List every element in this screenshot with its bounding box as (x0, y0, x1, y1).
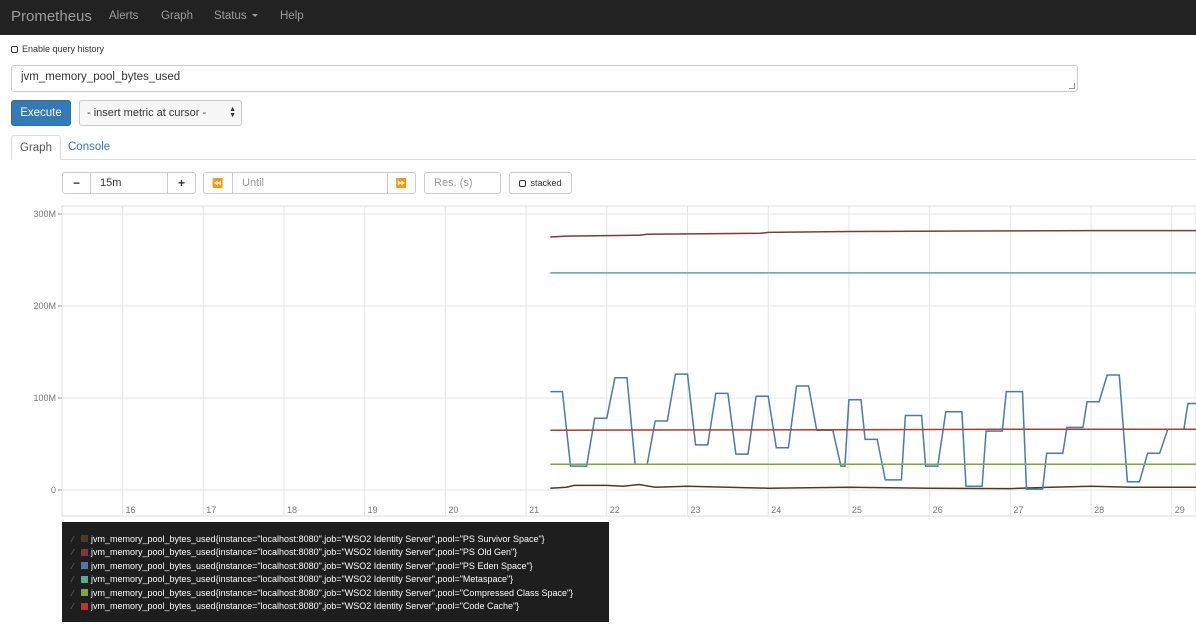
drag-handle-icon (70, 562, 80, 569)
x-tick-label: 24 (771, 505, 781, 515)
brand-logo-text[interactable]: Prometheus (11, 8, 92, 25)
chart-legend: jvm_memory_pool_bytes_used{instance="loc… (62, 522, 609, 622)
x-tick-label: 17 (206, 505, 216, 515)
y-tick-label: 100M (33, 393, 56, 403)
y-tick-label: 200M (33, 301, 56, 311)
legend-label: jvm_memory_pool_bytes_used{instance="loc… (91, 547, 518, 558)
legend-item[interactable]: jvm_memory_pool_bytes_used{instance="loc… (70, 573, 603, 587)
range-input[interactable]: 15m (90, 172, 168, 194)
chevron-down-icon (251, 14, 258, 18)
graph-chart[interactable]: 0 100M 200M 300M 16 17 18 19 20 21 22 23 24 25 26 27 28 2… (0, 200, 1196, 520)
drag-handle-icon (70, 549, 80, 556)
series-line-1[interactable] (550, 229, 1196, 238)
x-tick-label: 26 (933, 505, 943, 515)
y-tick-label: 300M (33, 209, 56, 219)
legend-swatch (81, 602, 88, 610)
x-tick-label: 23 (691, 505, 701, 515)
nav-status[interactable]: Status (214, 10, 258, 22)
range-decrease-button[interactable]: − (62, 172, 91, 194)
nav-graph[interactable]: Graph (161, 10, 193, 22)
fast-forward-icon[interactable]: ⏩ (387, 172, 416, 194)
query-history-label: Enable query history (22, 44, 105, 54)
select-arrows-icon: ▲ ▼ (229, 106, 236, 119)
legend-item[interactable]: jvm_memory_pool_bytes_used{instance="loc… (70, 532, 603, 546)
legend-swatch (81, 589, 88, 597)
chart-axes: 0 100M 200M 300M 16 17 18 19 20 21 22 23 24 25 26 27 28 2… (33, 209, 1184, 515)
range-increase-button[interactable]: + (167, 172, 196, 194)
series-line-0[interactable] (550, 483, 1196, 490)
chart-series (550, 229, 1196, 490)
nav-alerts[interactable]: Alerts (109, 10, 139, 22)
plot-frame (61, 205, 1196, 517)
legend-item[interactable]: jvm_memory_pool_bytes_used{instance="loc… (70, 586, 603, 600)
series-line-5[interactable] (550, 428, 1196, 431)
x-tick-label: 29 (1175, 505, 1185, 515)
x-tick-label: 19 (368, 505, 378, 515)
legend-label: jvm_memory_pool_bytes_used{instance="loc… (91, 574, 514, 585)
legend-item[interactable]: jvm_memory_pool_bytes_used{instance="loc… (70, 559, 603, 573)
tab-console[interactable]: Console (68, 141, 111, 153)
nav-status-label: Status (214, 10, 247, 22)
legend-swatch (81, 535, 88, 543)
x-tick-label: 22 (610, 505, 620, 515)
x-tick-label: 20 (448, 505, 458, 515)
legend-label: jvm_memory_pool_bytes_used{instance="loc… (91, 587, 574, 598)
x-tick-label: 27 (1013, 505, 1023, 515)
drag-handle-icon (70, 535, 80, 542)
tabs-divider (11, 159, 1196, 160)
resolution-input[interactable]: Res. (s) (424, 172, 501, 194)
expression-value: jvm_memory_pool_bytes_used (21, 71, 181, 83)
top-navbar: Prometheus Alerts Graph Status Help (0, 0, 1196, 35)
until-input[interactable]: Until (232, 172, 388, 194)
x-tick-label: 21 (529, 505, 539, 515)
drag-handle-icon (70, 576, 80, 583)
legend-swatch (81, 562, 88, 570)
insert-metric-selected: - insert metric at cursor - (87, 107, 207, 119)
query-history-toggle[interactable]: Enable query history (11, 44, 104, 54)
legend-item[interactable]: jvm_memory_pool_bytes_used{instance="loc… (70, 546, 603, 560)
legend-label: jvm_memory_pool_bytes_used{instance="loc… (91, 560, 533, 571)
execute-button[interactable]: Execute (11, 100, 71, 126)
insert-metric-select[interactable]: - insert metric at cursor - ▲ ▼ (79, 100, 242, 126)
rewind-icon[interactable]: ⏪ (203, 172, 233, 194)
nav-help[interactable]: Help (280, 10, 304, 22)
stacked-checkbox (519, 179, 527, 187)
x-tick-label: 16 (126, 505, 136, 515)
expression-input[interactable]: jvm_memory_pool_bytes_used (11, 65, 1078, 92)
legend-label: jvm_memory_pool_bytes_used{instance="loc… (91, 601, 520, 612)
drag-handle-icon (70, 589, 80, 596)
legend-swatch (81, 575, 88, 583)
legend-swatch (81, 548, 88, 556)
legend-label: jvm_memory_pool_bytes_used{instance="loc… (91, 533, 545, 544)
x-tick-label: 25 (852, 505, 862, 515)
legend-item[interactable]: jvm_memory_pool_bytes_used{instance="loc… (70, 600, 603, 614)
y-tick-label: 0 (51, 485, 56, 495)
x-tick-label: 18 (287, 505, 297, 515)
x-tick-label: 28 (1094, 505, 1104, 515)
stacked-toggle-button[interactable]: stacked (509, 172, 572, 194)
tab-graph[interactable]: Graph (11, 135, 61, 160)
resize-handle-icon[interactable] (1069, 83, 1075, 89)
series-line-2[interactable] (550, 373, 1196, 490)
drag-handle-icon (70, 603, 80, 610)
stacked-label: stacked (530, 178, 562, 188)
query-history-checkbox[interactable] (11, 45, 18, 53)
